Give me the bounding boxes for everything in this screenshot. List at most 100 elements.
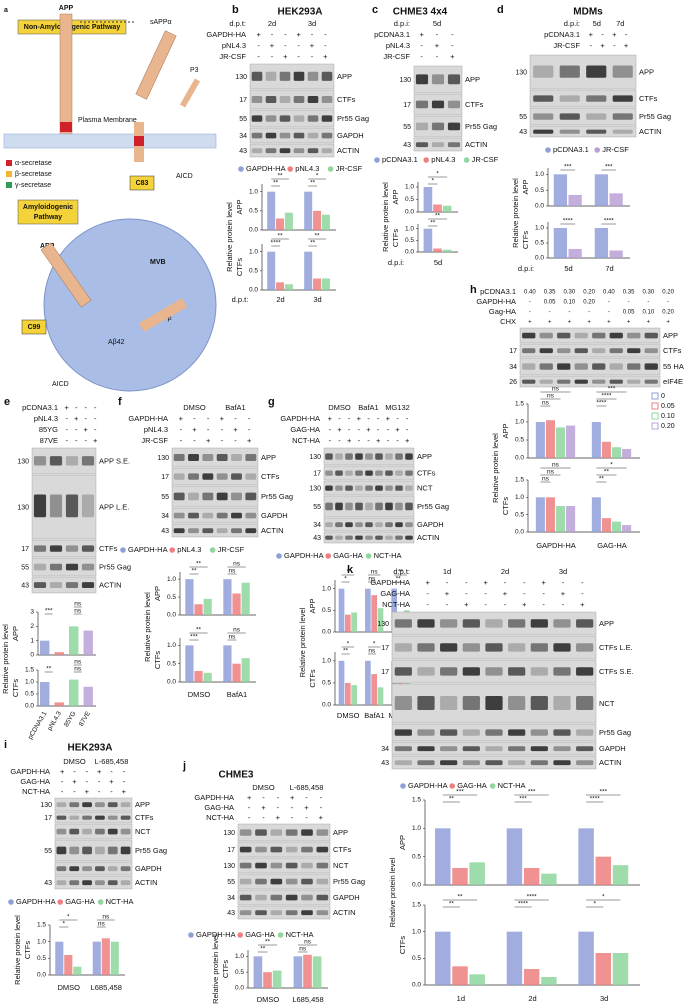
y-tick-label: 1.5 <box>25 667 34 674</box>
condition-value: + <box>580 600 585 609</box>
blot-band <box>120 815 131 820</box>
mw-marker: 17 <box>381 669 389 676</box>
bar <box>232 663 241 682</box>
app-segment <box>134 136 144 146</box>
y-axis-label: Relative protein level <box>381 182 390 252</box>
blot-band <box>82 828 92 835</box>
bar <box>371 674 378 705</box>
blot-band <box>586 95 607 102</box>
condition-label: GAPDH-HA <box>206 30 246 39</box>
mw-marker: 43 <box>21 582 29 589</box>
blot-band <box>173 528 185 534</box>
band-label: APP S.E. <box>99 456 130 465</box>
bar <box>313 210 322 230</box>
swatch <box>6 171 12 177</box>
blot-band <box>307 71 319 81</box>
bar <box>321 214 330 230</box>
blot-band <box>644 379 658 384</box>
fragment-label: C99 <box>28 324 41 331</box>
condition-value: 2d <box>268 19 276 28</box>
condition-value: + <box>206 436 211 445</box>
bar <box>506 931 523 985</box>
blot-band <box>553 746 571 752</box>
blot-band <box>69 802 80 808</box>
panel-label: i <box>4 739 7 751</box>
fragment-label: AICD <box>52 381 69 388</box>
bar <box>194 604 203 615</box>
condition-value: - <box>387 436 390 445</box>
mw-marker: 34 <box>161 513 169 520</box>
y-tick-label: 1.0 <box>515 419 524 426</box>
blot-strip <box>31 576 97 594</box>
bar <box>612 953 629 985</box>
blot-band <box>321 71 333 81</box>
blot-band <box>49 494 63 518</box>
significance-label: *** <box>519 796 527 803</box>
condition-label: GAG-HA <box>204 803 234 812</box>
blot-band <box>231 454 242 461</box>
blot-band <box>447 142 461 148</box>
x-tick-label: L685,458 <box>91 983 122 992</box>
y-tick-label: 0.5 <box>405 196 414 203</box>
y-axis-label: Relative protein level <box>225 202 234 272</box>
blot-band <box>255 862 267 869</box>
condition-label: GAPDH-HA <box>10 767 50 776</box>
y-tick-label: 0.5 <box>37 955 46 962</box>
blot-strip <box>171 523 259 538</box>
app-protein <box>59 13 73 139</box>
significance-label: ** <box>430 220 436 227</box>
condition-value: - <box>94 425 97 434</box>
panel-label: e <box>4 396 10 408</box>
condition-label: pCDNA3.1 <box>374 30 410 39</box>
mw-marker: 55 <box>227 879 235 886</box>
blot-band <box>270 829 283 836</box>
legend-label: GAG-HA <box>333 551 363 560</box>
y-tick-label: 1.0 <box>535 171 544 178</box>
x-tick-label: pNL4.3 <box>46 710 63 732</box>
condition-value: + <box>60 767 65 776</box>
blot-strip <box>391 659 597 684</box>
subplot-label: CTFs <box>11 679 20 698</box>
mw-marker: 17 <box>21 546 29 553</box>
blot-strip <box>237 873 331 890</box>
x-tick-label: GAPDH-HA <box>536 541 576 550</box>
blot-band <box>293 148 305 154</box>
condition-value: + <box>270 41 275 50</box>
significance-label: ns <box>368 648 376 655</box>
blot-band <box>530 746 548 752</box>
condition-value: - <box>305 793 308 802</box>
panel-label: k <box>347 564 354 576</box>
legend-swatch <box>423 157 430 163</box>
condition-label: GAPDH-HA <box>280 414 320 423</box>
condition-value: + <box>395 425 400 434</box>
blot-band <box>644 332 658 339</box>
blot-band <box>522 332 536 339</box>
blot-band <box>279 148 291 154</box>
blot-band <box>355 470 363 476</box>
band-label: CTFs <box>261 472 280 481</box>
legend-label: NCT-HA <box>106 897 134 906</box>
blot-band <box>485 760 503 766</box>
blot-band <box>95 815 105 820</box>
blot-strip <box>171 485 259 508</box>
condition-value: - <box>248 803 251 812</box>
fragment <box>135 30 177 100</box>
condition-value: - <box>348 414 351 423</box>
condition-label: NCT-HA <box>382 600 410 609</box>
significance-label: ns <box>304 939 312 946</box>
significance-label: ** <box>273 180 279 187</box>
significance-label: **** <box>590 796 601 803</box>
swatch <box>6 182 12 188</box>
condition-value: - <box>338 414 341 423</box>
pathway-box <box>17 199 79 225</box>
blot-band <box>69 880 80 886</box>
blot-band <box>576 696 594 710</box>
condition-value: - <box>85 403 88 412</box>
condition-value: + <box>589 30 594 39</box>
blot-band <box>107 802 118 808</box>
condition-value: + <box>290 793 295 802</box>
x-axis-label: d.p.t: <box>232 295 249 304</box>
bar <box>535 422 545 458</box>
condition-value: + <box>122 787 127 796</box>
bar <box>609 193 623 206</box>
